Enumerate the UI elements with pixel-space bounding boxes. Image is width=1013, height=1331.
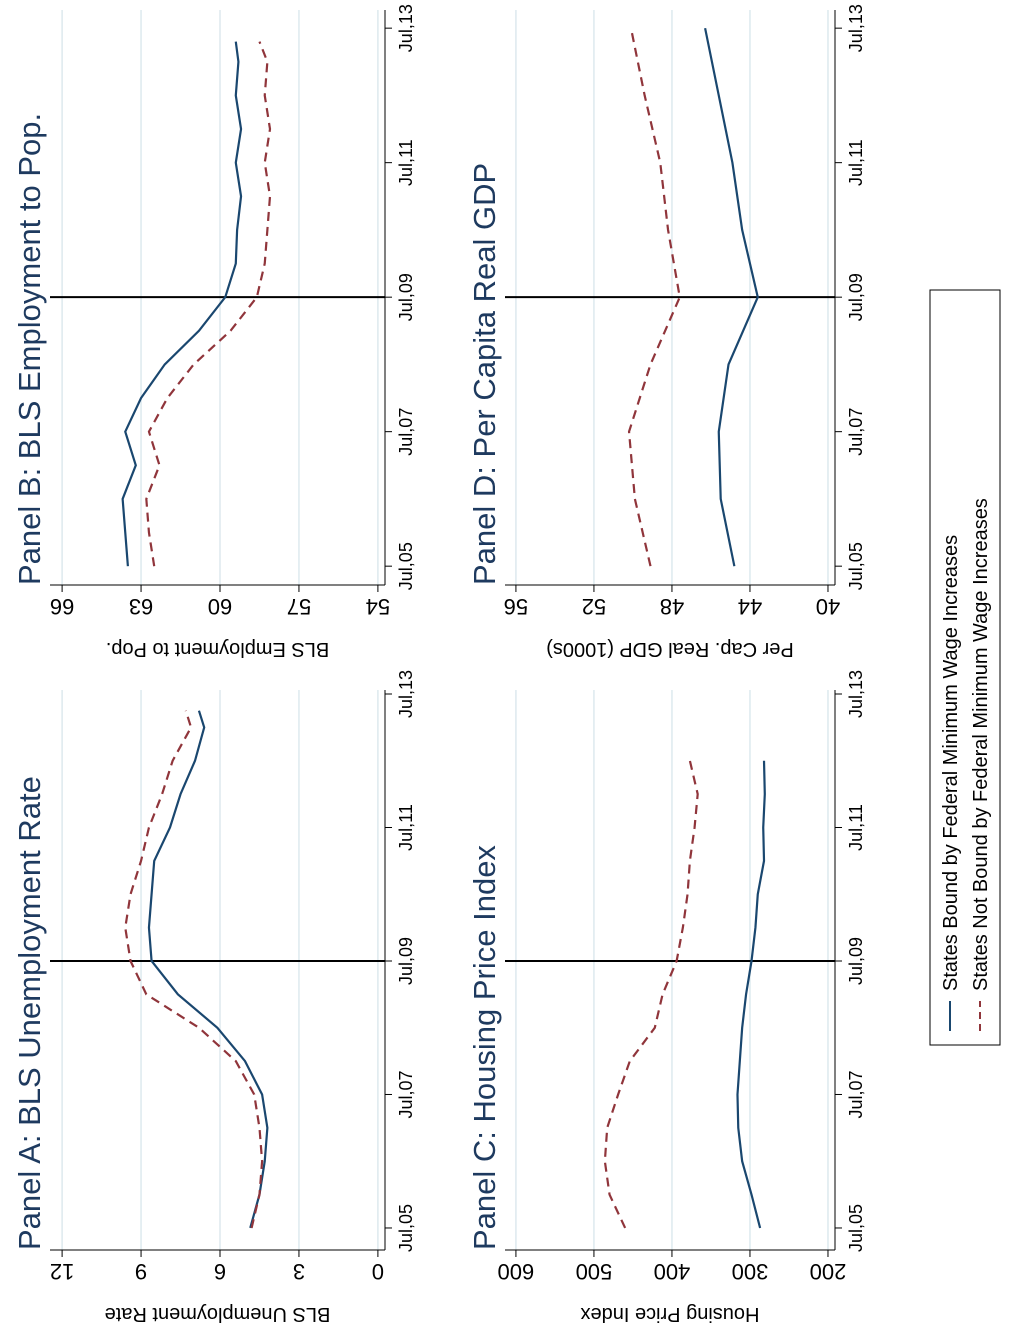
y-tick-label: 66: [50, 594, 74, 619]
panel: Panel D: Per Capita Real GDP 40 44 48 52 56 Pe…: [467, 4, 866, 660]
y-tick-label: 600: [498, 1259, 535, 1284]
data-line: [736, 760, 766, 1229]
y-axis-title: BLS Unemployment Rate: [105, 1303, 331, 1325]
y-tick-label: 6: [214, 1259, 226, 1284]
y-tick-label: 400: [654, 1259, 691, 1284]
data-line: [704, 27, 759, 567]
x-tick-label: Jul,05: [396, 542, 416, 590]
data-line: [124, 710, 264, 1229]
x-tick-label: Jul,07: [846, 1070, 866, 1118]
panel: Panel B: BLS Employment to Pop. 54 57 60 63 6…: [12, 4, 416, 660]
x-tick-label: Jul,07: [846, 408, 866, 456]
y-tick-label: 12: [50, 1259, 74, 1284]
x-tick-label: Jul,09: [396, 273, 416, 321]
x-tick-label: Jul,11: [396, 139, 416, 186]
legend: States Bound by Federal Minimum Wage Inc…: [929, 289, 1001, 1046]
y-tick-label: 56: [504, 594, 528, 619]
y-tick-label: 9: [135, 1259, 147, 1284]
panel: Panel C: Housing Price Index 200 300 400 500…: [467, 670, 866, 1325]
legend-label: States Bound by Federal Minimum Wage Inc…: [940, 535, 962, 991]
x-tick-label: Jul,07: [396, 408, 416, 456]
data-line: [147, 710, 269, 1229]
y-tick-label: 57: [287, 594, 311, 619]
panel-title: Panel D: Per Capita Real GDP: [467, 163, 502, 585]
x-tick-label: Jul,05: [846, 542, 866, 590]
y-tick-label: 63: [129, 594, 153, 619]
y-axis-title: Housing Price Index: [581, 1303, 760, 1325]
data-line: [627, 27, 681, 567]
data-line: [121, 41, 243, 567]
x-tick-label: Jul,13: [846, 4, 866, 52]
x-tick-label: Jul,07: [396, 1070, 416, 1118]
x-tick-label: Jul,05: [846, 1204, 866, 1252]
rotated-figure: Panel A: BLS Unemployment Rate 0 3 6 9 12 BLS …: [12, 4, 1001, 1325]
y-tick-label: 500: [576, 1259, 613, 1284]
x-tick-label: Jul,13: [396, 4, 416, 52]
legend-box: [929, 289, 1001, 1046]
y-tick-label: 48: [660, 594, 684, 619]
x-tick-label: Jul,05: [396, 1204, 416, 1252]
y-tick-label: 52: [582, 594, 606, 619]
y-tick-label: 40: [816, 594, 840, 619]
panel-title: Panel C: Housing Price Index: [467, 845, 502, 1250]
y-tick-label: 44: [738, 594, 762, 619]
panel-title: Panel B: BLS Employment to Pop.: [12, 113, 47, 585]
y-tick-label: 0: [372, 1259, 384, 1284]
panel-title: Panel A: BLS Unemployment Rate: [12, 776, 47, 1250]
x-tick-label: Jul,09: [846, 273, 866, 321]
y-tick-label: 300: [732, 1259, 769, 1284]
y-tick-label: 60: [208, 594, 232, 619]
x-tick-label: Jul,11: [846, 139, 866, 186]
data-line: [145, 41, 272, 567]
x-tick-label: Jul,13: [396, 670, 416, 718]
y-tick-label: 3: [293, 1259, 305, 1284]
legend-label: States Not Bound by Federal Minimum Wage…: [970, 498, 992, 991]
x-tick-label: Jul,11: [846, 804, 866, 851]
x-tick-label: Jul,11: [396, 804, 416, 851]
data-line: [603, 760, 699, 1229]
y-axis-title: Per Cap. Real GDP (1000s): [546, 638, 794, 660]
x-tick-label: Jul,09: [846, 937, 866, 985]
x-tick-label: Jul,09: [396, 937, 416, 985]
y-axis-title: BLS Employment to Pop.: [106, 638, 329, 660]
x-tick-label: Jul,13: [846, 670, 866, 718]
panel: Panel A: BLS Unemployment Rate 0 3 6 9 12 BLS …: [12, 670, 416, 1325]
y-tick-label: 200: [810, 1259, 847, 1284]
y-tick-label: 54: [366, 594, 390, 619]
